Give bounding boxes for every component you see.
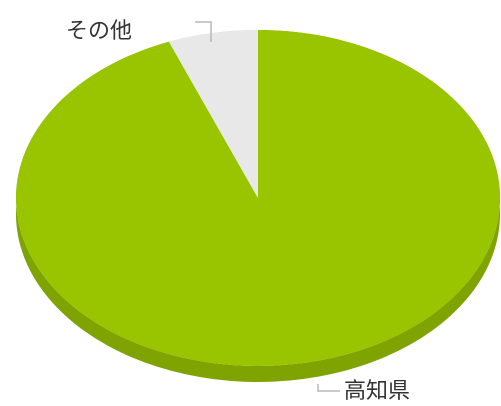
- slice-0: [15, 30, 500, 367]
- leader-line-other: [195, 21, 212, 42]
- leader-line-kochi: [317, 384, 340, 392]
- slice-1: [168, 30, 258, 198]
- slice-label-kochi: 高知県: [344, 379, 410, 404]
- pie-slices: [15, 30, 500, 367]
- slice-label-other: その他: [66, 19, 132, 44]
- pie-leader-lines: [195, 21, 340, 392]
